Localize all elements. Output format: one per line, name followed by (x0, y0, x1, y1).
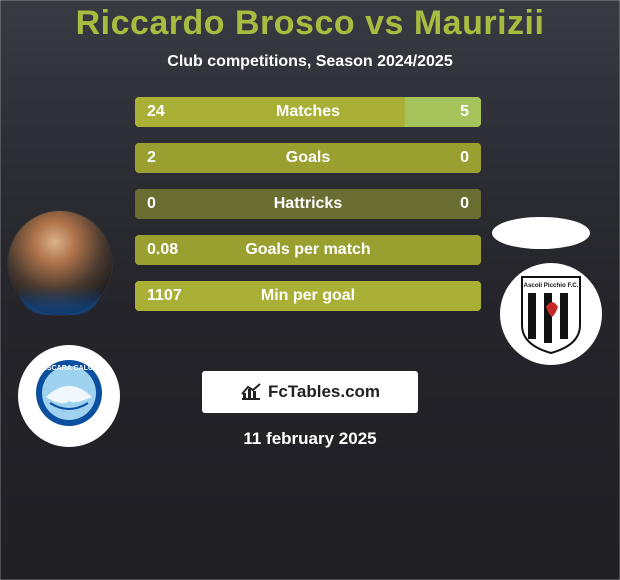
stat-row: 2Goals0 (135, 143, 481, 173)
stat-row: 0.08Goals per match (135, 235, 481, 265)
stat-row: 0Hattricks0 (135, 189, 481, 219)
player-left-avatar (8, 211, 112, 315)
svg-text:Ascoli Picchio F.C.: Ascoli Picchio F.C. (523, 282, 578, 289)
svg-text:PESCARA CALCIO: PESCARA CALCIO (38, 365, 101, 372)
page-title: Riccardo Brosco vs Maurizii (0, 0, 620, 43)
stat-label: Goals per match (135, 241, 481, 259)
stat-row-values: 2Goals0 (135, 143, 481, 173)
stat-row: 24Matches5 (135, 97, 481, 127)
stat-row-values: 0Hattricks0 (135, 189, 481, 219)
stat-label: Matches (135, 103, 481, 121)
stat-bars: 24Matches5 2Goals0 0Hattricks0 0.08Goals pe… (135, 97, 481, 327)
brand-text: FcTables.com (268, 382, 380, 402)
stat-row: 1107Min per goal (135, 281, 481, 311)
comparison-card: Riccardo Brosco vs Maurizii Club competi… (0, 0, 620, 580)
stat-row-values: 0.08Goals per match (135, 235, 481, 265)
player-right-silhouette (492, 217, 590, 249)
stat-label: Hattricks (135, 195, 481, 213)
stat-label: Min per goal (135, 287, 481, 305)
brand-badge: FcTables.com (202, 371, 418, 413)
ascoli-crest-icon: Ascoli Picchio F.C. (516, 273, 586, 355)
subtitle: Club competitions, Season 2024/2025 (0, 53, 620, 71)
stat-row-values: 24Matches5 (135, 97, 481, 127)
club-right-badge: Ascoli Picchio F.C. (500, 263, 602, 365)
stat-row-values: 1107Min per goal (135, 281, 481, 311)
chart-icon (240, 383, 262, 401)
club-left-badge: PESCARA CALCIO (18, 345, 120, 447)
pescara-crest-icon: PESCARA CALCIO (34, 355, 104, 437)
stats-area: PESCARA CALCIO Ascoli Picchio F.C. 24Mat… (0, 97, 620, 357)
stat-label: Goals (135, 149, 481, 167)
